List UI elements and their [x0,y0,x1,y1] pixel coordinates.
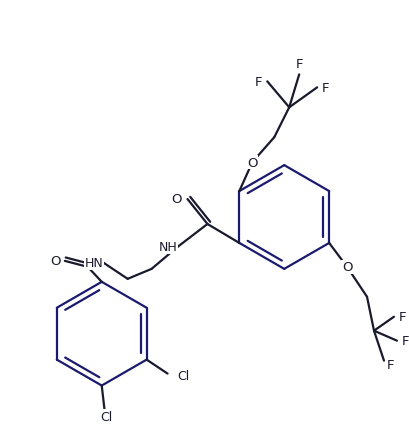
Text: Cl: Cl [177,369,189,382]
Text: Cl: Cl [100,410,112,423]
Text: O: O [341,261,351,274]
Text: F: F [321,82,329,95]
Text: F: F [254,76,262,89]
Text: F: F [295,58,302,71]
Text: F: F [386,358,393,371]
Text: O: O [50,255,61,268]
Text: O: O [247,156,257,169]
Text: NH: NH [158,241,177,254]
Text: F: F [398,310,405,323]
Text: O: O [171,192,181,205]
Text: HN: HN [85,257,103,270]
Text: F: F [401,335,409,347]
